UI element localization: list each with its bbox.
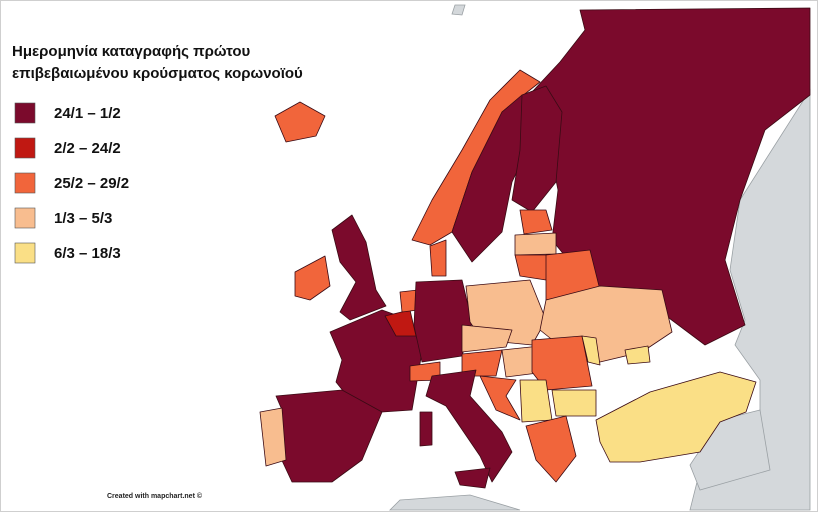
legend-swatch (14, 102, 36, 124)
legend-swatch (14, 172, 36, 194)
land (389, 494, 521, 511)
title-line: επιβεβαιωμένου κρούσματος κορωνοϊού (12, 65, 303, 82)
country (514, 254, 551, 281)
non-covered-land (389, 4, 811, 511)
country (519, 379, 553, 423)
country (419, 411, 433, 447)
country (461, 349, 503, 377)
country (519, 209, 553, 235)
legend-swatch (14, 207, 36, 229)
country (581, 335, 601, 366)
country (624, 345, 651, 365)
legend-label: 24/1 – 1/2 (54, 105, 121, 122)
legend: 24/1 – 1/2 2/2 – 24/2 25/2 – 29/2 1/3 – 5/3… (14, 102, 129, 264)
countries (259, 7, 811, 489)
legend-label: 1/3 – 5/3 (54, 210, 112, 227)
country (454, 467, 491, 489)
country (551, 389, 597, 417)
legend-label: 6/3 – 18/3 (54, 245, 121, 262)
legend-swatch (14, 137, 36, 159)
country (259, 407, 287, 467)
country (511, 85, 563, 213)
country (479, 375, 521, 421)
legend-label: 2/2 – 24/2 (54, 140, 121, 157)
legend-swatch (14, 242, 36, 264)
land (451, 4, 466, 16)
country (525, 415, 577, 483)
country (294, 255, 331, 301)
country (595, 371, 757, 463)
legend-label: 25/2 – 29/2 (54, 175, 129, 192)
country (425, 369, 513, 483)
country (331, 214, 387, 321)
country (429, 239, 447, 277)
country (411, 69, 541, 246)
country (274, 101, 326, 143)
title-line: Ημερομηνία καταγραφής πρώτου (12, 43, 251, 60)
country (514, 232, 557, 256)
country (461, 324, 513, 353)
credit: Created with mapchart.net © (107, 492, 203, 500)
country (531, 335, 593, 391)
land (689, 409, 771, 491)
